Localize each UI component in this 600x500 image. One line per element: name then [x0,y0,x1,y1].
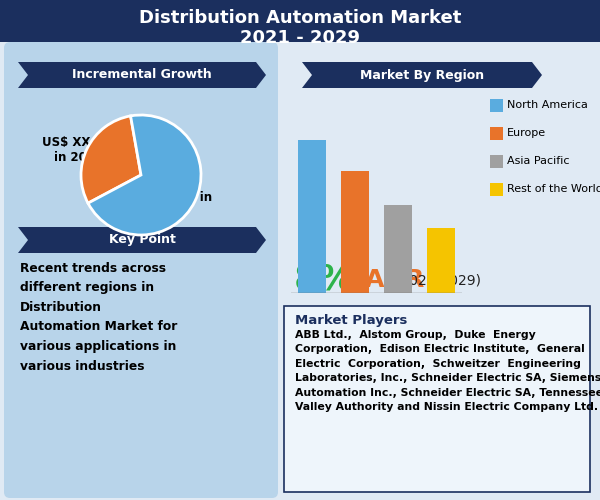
Bar [427,228,455,292]
Text: ABB Ltd.,  Alstom Group,  Duke  Energy
Corporation,  Edison Electric Institute, : ABB Ltd., Alstom Group, Duke Energy Corp… [295,330,600,412]
FancyBboxPatch shape [490,99,503,112]
Bar [341,171,369,292]
FancyBboxPatch shape [284,306,590,492]
Polygon shape [18,62,266,88]
Text: Market By Region: Market By Region [360,68,484,82]
FancyBboxPatch shape [490,127,503,140]
Polygon shape [302,62,542,88]
FancyBboxPatch shape [0,0,600,42]
Text: Incremental Growth: Incremental Growth [72,68,212,82]
Text: 8%: 8% [294,263,355,297]
Bar [298,140,326,292]
Polygon shape [18,227,266,253]
Text: Distribution Automation Market: Distribution Automation Market [139,9,461,27]
Wedge shape [88,115,201,235]
FancyBboxPatch shape [282,48,592,492]
Text: CAGR: CAGR [338,268,433,292]
Text: US$ XX Mn in
2029: US$ XX Mn in 2029 [124,191,212,219]
Text: (2021-2029): (2021-2029) [396,273,482,287]
Text: Market Players: Market Players [295,314,407,327]
Bar [384,204,412,292]
FancyBboxPatch shape [490,183,503,196]
Text: 2021 - 2029: 2021 - 2029 [240,29,360,47]
Text: US$ XX Mn
in 2020: US$ XX Mn in 2020 [41,136,115,164]
Text: Europe: Europe [507,128,546,138]
FancyBboxPatch shape [490,155,503,168]
FancyBboxPatch shape [4,42,278,498]
Text: Asia Pacific: Asia Pacific [507,156,569,166]
Text: North America: North America [507,100,588,110]
Text: Recent trends across
different regions in
Distribution
Automation Market for
var: Recent trends across different regions i… [20,262,178,372]
Text: Rest of the World: Rest of the World [507,184,600,194]
Text: Key Point: Key Point [109,234,175,246]
Wedge shape [81,116,141,203]
